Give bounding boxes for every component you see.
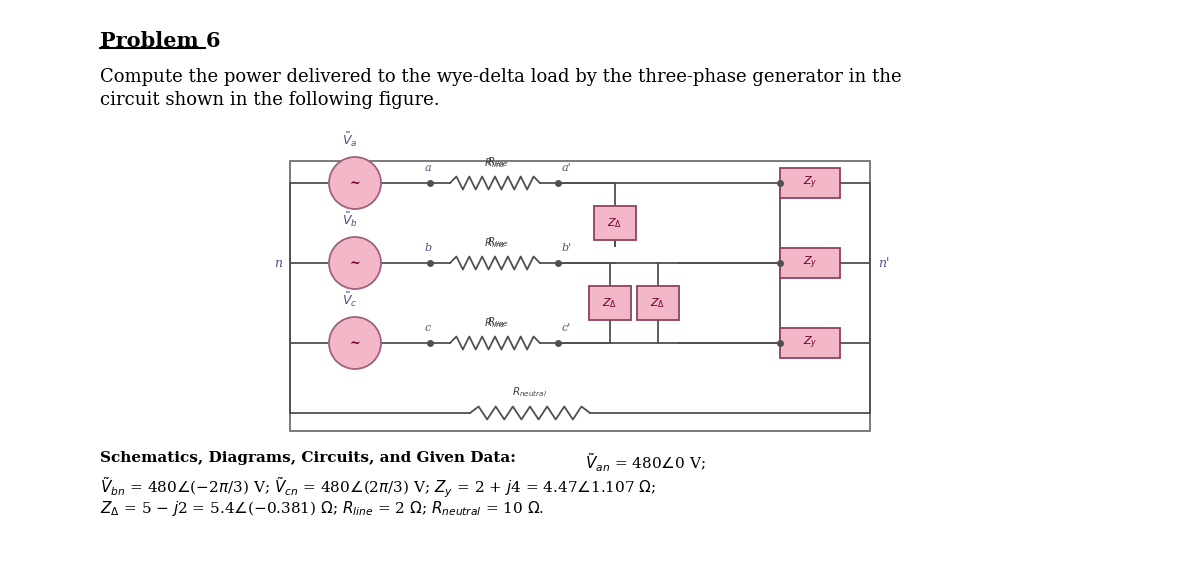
Text: $\tilde{V}_c$: $\tilde{V}_c$ [342, 291, 358, 309]
Text: $R_{neutral}$: $R_{neutral}$ [512, 385, 547, 399]
Bar [290, 161, 870, 431]
Circle shape [329, 237, 382, 289]
Text: $Z_\Delta$: $Z_\Delta$ [607, 216, 623, 230]
Text: Schematics, Diagrams, Circuits, and Given Data:: Schematics, Diagrams, Circuits, and Give… [100, 451, 516, 465]
Text: ~: ~ [349, 177, 360, 190]
Text: a': a' [562, 163, 571, 173]
Bar [780, 328, 840, 358]
Text: $\tilde{V}_{an}$ = 480$\angle$0 V;: $\tilde{V}_{an}$ = 480$\angle$0 V; [586, 451, 706, 473]
Text: n: n [274, 256, 282, 269]
Text: c: c [425, 323, 431, 333]
Text: c': c' [562, 323, 571, 333]
Text: $Z_y$: $Z_y$ [803, 335, 817, 351]
Circle shape [329, 317, 382, 369]
Text: $R_{line}$: $R_{line}$ [484, 236, 506, 250]
Bar [594, 206, 636, 240]
Text: a: a [425, 163, 431, 173]
Text: n': n' [878, 256, 889, 269]
Text: b': b' [562, 243, 572, 253]
Circle shape [329, 157, 382, 209]
Text: $\tilde{V}_b$: $\tilde{V}_b$ [342, 210, 358, 229]
Text: $\tilde{V}_a$: $\tilde{V}_a$ [342, 131, 358, 149]
Text: b: b [425, 243, 432, 253]
Bar [780, 168, 840, 198]
Text: $Z_\Delta$ = 5 $-$ $j$2 = 5.4$\angle$($-$0.381) $\Omega$; $R_{line}$ = 2 $\Omega: $Z_\Delta$ = 5 $-$ $j$2 = 5.4$\angle$($-… [100, 499, 544, 518]
Text: $R_{line}$: $R_{line}$ [484, 156, 506, 170]
Text: $Z_y$: $Z_y$ [803, 255, 817, 271]
Text: Problem 6: Problem 6 [100, 31, 221, 51]
Text: Compute the power delivered to the wye-delta load by the three-phase generator i: Compute the power delivered to the wye-d… [100, 68, 901, 86]
Text: $R_{line}$: $R_{line}$ [484, 316, 506, 330]
Bar [780, 248, 840, 278]
Text: $R_{line}$: $R_{line}$ [487, 155, 509, 169]
Text: ~: ~ [349, 337, 360, 350]
Text: $Z_\Delta$: $Z_\Delta$ [602, 296, 618, 310]
Bar [589, 286, 631, 320]
Text: circuit shown in the following figure.: circuit shown in the following figure. [100, 91, 439, 109]
Text: $R_{line}$: $R_{line}$ [487, 235, 509, 249]
Text: $\tilde{V}_{bn}$ = 480$\angle$($-$2$\pi$/3) V; $\tilde{V}_{cn}$ = 480$\angle$(2$: $\tilde{V}_{bn}$ = 480$\angle$($-$2$\pi$… [100, 475, 656, 499]
Text: $Z_y$: $Z_y$ [803, 175, 817, 191]
Text: ~: ~ [349, 256, 360, 269]
Bar [637, 286, 679, 320]
Text: $Z_\Delta$: $Z_\Delta$ [650, 296, 666, 310]
Text: $R_{line}$: $R_{line}$ [487, 315, 509, 329]
